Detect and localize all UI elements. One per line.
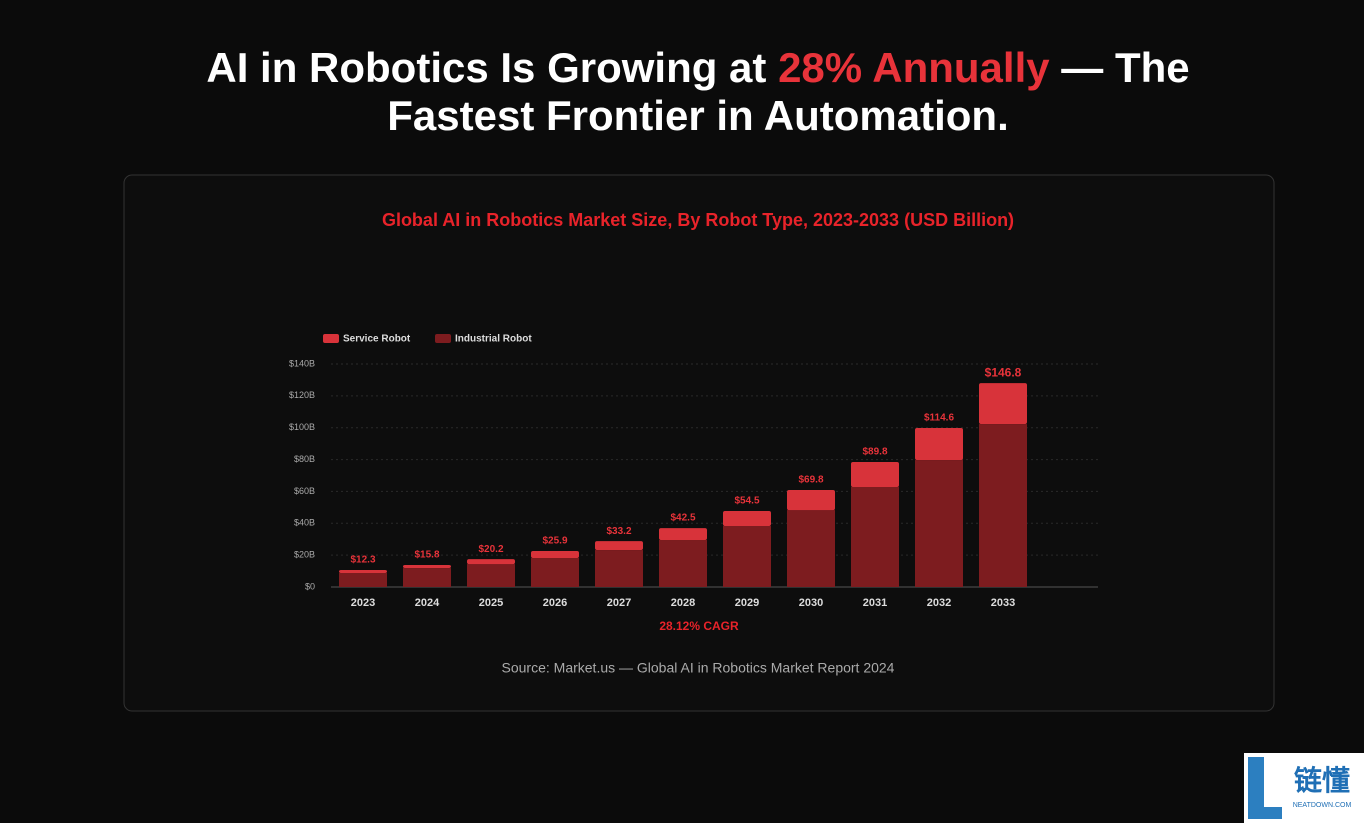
total-label: $15.8 [414, 550, 439, 561]
watermark-brand: 链懂 [1294, 764, 1350, 797]
bar-segment [659, 540, 707, 587]
headline-line2: Fastest Frontier in Automation. [387, 92, 1008, 139]
bar-segment [339, 572, 387, 587]
bar-segment [403, 565, 451, 569]
y-tick-label: $0 [305, 581, 315, 591]
bar-segment [595, 541, 643, 551]
x-tick-label: 2025 [479, 597, 503, 609]
bar-segment [915, 460, 963, 587]
bar-segment [723, 511, 771, 526]
x-tick-label: 2027 [607, 597, 631, 609]
total-label: $69.8 [798, 475, 823, 486]
y-tick-label: $60B [294, 486, 315, 496]
x-tick-label: 2024 [415, 597, 440, 609]
bar-segment [787, 489, 835, 511]
bar-segment [531, 558, 579, 587]
bar-segment [339, 569, 387, 573]
total-label: $25.9 [542, 536, 567, 547]
bar-segment [659, 528, 707, 541]
headline-part: AI in Robotics Is Growing at [206, 44, 778, 91]
legend-swatch [435, 334, 451, 343]
total-label: $33.2 [606, 526, 631, 537]
x-tick-label: 2028 [671, 597, 695, 609]
source: Source: Market.us — Global AI in Robotic… [502, 660, 895, 676]
x-tick-label: 2030 [799, 597, 823, 609]
chart-title: Global AI in Robotics Market Size, By Ro… [382, 210, 1014, 230]
legend-label: Service Robot [343, 334, 411, 345]
bar-segment [979, 424, 1027, 587]
legend-label: Industrial Robot [455, 334, 532, 345]
x-tick-label: 2031 [863, 597, 887, 609]
bar-segment [723, 525, 771, 587]
total-label: $42.5 [670, 513, 695, 524]
x-tick-label: 2029 [735, 597, 759, 609]
total-label: $20.2 [478, 544, 503, 555]
total-label: $146.8 [985, 365, 1022, 379]
x-tick-label: 2023 [351, 597, 375, 609]
total-label: $114.6 [924, 413, 954, 424]
bar-segment [595, 550, 643, 587]
y-tick-label: $100B [289, 422, 315, 432]
bar-segment [979, 383, 1027, 425]
headline-part: — The [1050, 44, 1190, 91]
total-label: $89.8 [862, 447, 887, 458]
x-tick-label: 2032 [927, 597, 951, 609]
bar-segment [915, 428, 963, 461]
x-tick-label: 2033 [991, 597, 1015, 609]
total-label: $54.5 [734, 496, 759, 507]
bar-segment [531, 551, 579, 559]
watermark-site: NEATDOWN.COM [1293, 802, 1352, 809]
y-tick-label: $20B [294, 550, 315, 560]
bar-segment [403, 568, 451, 587]
y-tick-label: $40B [294, 518, 315, 528]
bar-segment [467, 559, 515, 565]
legend-swatch [323, 334, 339, 343]
watermark-logo [1248, 757, 1282, 819]
bar-segment [787, 510, 835, 587]
bar-segment [851, 461, 899, 487]
y-tick-label: $80B [294, 454, 315, 464]
y-tick-label: $120B [289, 390, 315, 400]
headline-highlight: 28% Annually [778, 44, 1050, 91]
cagr-annotation: 28.12% CAGR [659, 619, 739, 633]
total-label: $12.3 [350, 555, 375, 566]
x-tick-label: 2026 [543, 597, 567, 609]
bar-segment [467, 564, 515, 587]
y-tick-label: $140B [289, 358, 315, 368]
headline: AI in Robotics Is Growing at 28% Annuall… [206, 44, 1189, 91]
bar-segment [851, 486, 899, 587]
